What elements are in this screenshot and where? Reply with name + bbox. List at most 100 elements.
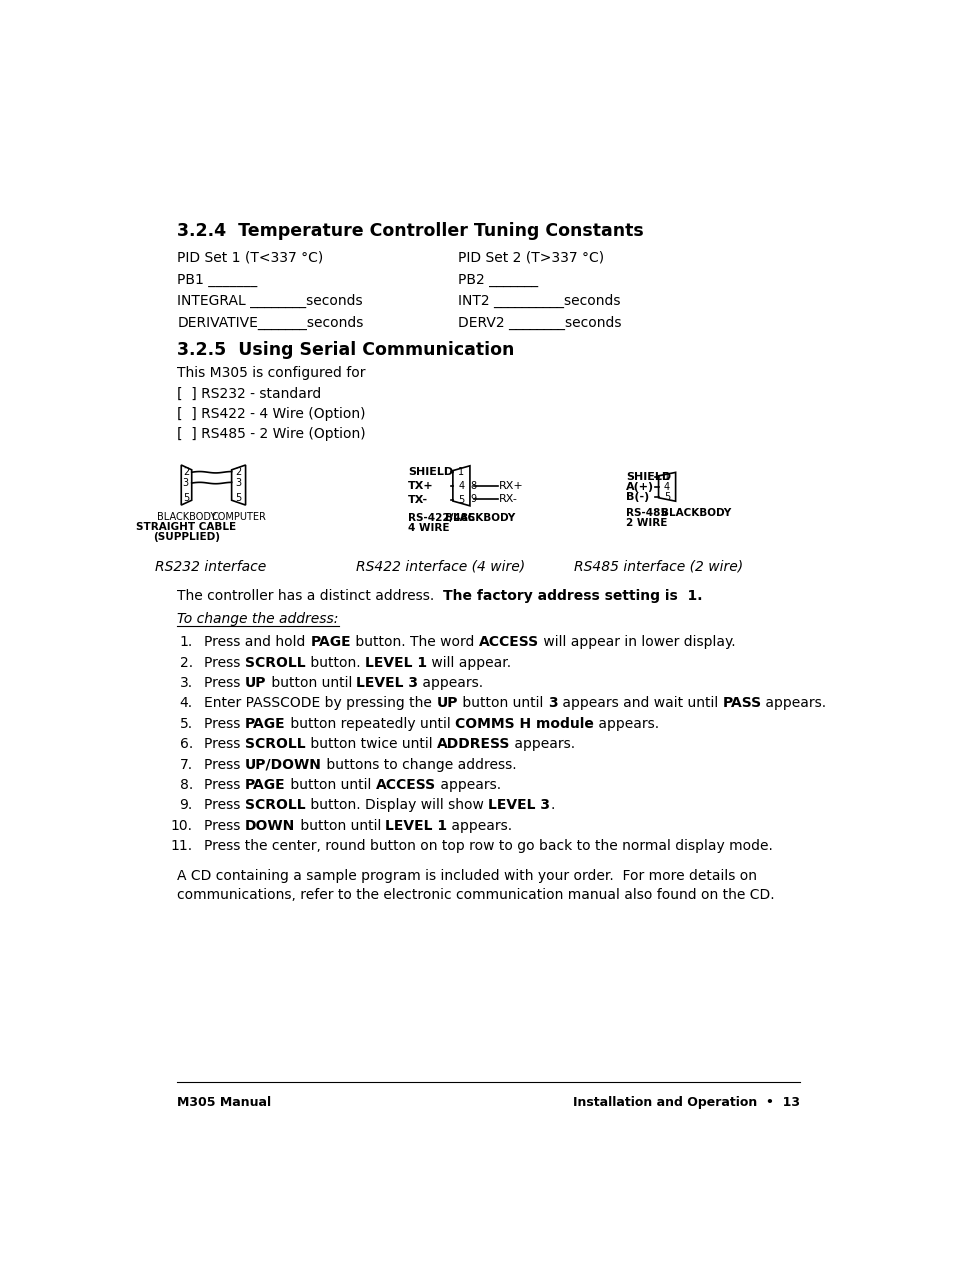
Text: SHIELD: SHIELD (408, 467, 453, 476)
Text: Press: Press (204, 716, 245, 730)
Text: RS-422/485: RS-422/485 (408, 513, 475, 523)
Text: 2: 2 (183, 467, 189, 478)
Text: Press the center, round button on top row to go back to the normal display mode.: Press the center, round button on top ro… (204, 839, 773, 853)
Text: 8.: 8. (179, 779, 193, 792)
Text: DERV2 ________seconds: DERV2 ________seconds (457, 316, 620, 330)
Text: LEVEL 3: LEVEL 3 (488, 799, 550, 813)
Text: PAGE: PAGE (310, 635, 351, 649)
Text: COMMS H module: COMMS H module (455, 716, 594, 730)
Text: PAGE: PAGE (245, 716, 286, 730)
Text: button until: button until (457, 696, 547, 710)
Text: [  ] RS232 - standard: [ ] RS232 - standard (177, 387, 321, 401)
Text: RS-485: RS-485 (625, 508, 667, 518)
Text: TX-: TX- (408, 495, 428, 504)
Text: will appear in lower display.: will appear in lower display. (538, 635, 735, 649)
Text: ADDRESS: ADDRESS (436, 737, 510, 752)
Text: appears.: appears. (447, 819, 512, 833)
Text: UP: UP (245, 676, 267, 690)
Text: UP/DOWN: UP/DOWN (245, 758, 322, 772)
Text: (SUPPLIED): (SUPPLIED) (152, 532, 220, 542)
Text: 9: 9 (470, 494, 476, 504)
Text: Press: Press (204, 737, 245, 752)
Text: appears.: appears. (436, 779, 500, 792)
Text: UP: UP (436, 696, 457, 710)
Text: 3.2.4  Temperature Controller Tuning Constants: 3.2.4 Temperature Controller Tuning Cons… (177, 222, 643, 240)
Text: ACCESS: ACCESS (478, 635, 538, 649)
Text: RX-: RX- (498, 494, 517, 504)
Text: COMPUTER: COMPUTER (211, 512, 266, 522)
Text: BLACKBODY: BLACKBODY (445, 513, 515, 523)
Text: 4 WIRE: 4 WIRE (408, 523, 449, 533)
Text: button. Display will show: button. Display will show (306, 799, 488, 813)
Text: PID Set 1 (T<337 °C): PID Set 1 (T<337 °C) (177, 251, 323, 265)
Text: Press: Press (204, 799, 245, 813)
Text: Press: Press (204, 779, 245, 792)
Text: RS422 interface (4 wire): RS422 interface (4 wire) (355, 560, 524, 574)
Text: SCROLL: SCROLL (245, 737, 306, 752)
Text: LEVEL 1: LEVEL 1 (364, 655, 427, 669)
Text: Installation and Operation  •  13: Installation and Operation • 13 (573, 1096, 800, 1109)
Text: 5: 5 (183, 493, 189, 503)
Text: button.: button. (306, 655, 364, 669)
Text: 2 WIRE: 2 WIRE (625, 518, 667, 528)
Text: buttons to change address.: buttons to change address. (322, 758, 517, 772)
Text: 6.: 6. (179, 737, 193, 752)
Text: 3.: 3. (179, 676, 193, 690)
Text: LEVEL 1: LEVEL 1 (385, 819, 447, 833)
Text: 3: 3 (547, 696, 558, 710)
Text: SCROLL: SCROLL (245, 655, 306, 669)
Text: The controller has a distinct address.: The controller has a distinct address. (177, 589, 443, 603)
Text: 7.: 7. (179, 758, 193, 772)
Text: Press: Press (204, 676, 245, 690)
Text: 4.: 4. (179, 696, 193, 710)
Text: 4: 4 (663, 481, 669, 491)
Text: TX+: TX+ (408, 481, 433, 490)
Text: 5: 5 (457, 495, 464, 504)
Text: LEVEL 3: LEVEL 3 (356, 676, 418, 690)
Text: PASS: PASS (721, 696, 760, 710)
Text: BLACKBODY: BLACKBODY (660, 508, 730, 518)
Text: [  ] RS422 - 4 Wire (Option): [ ] RS422 - 4 Wire (Option) (177, 408, 366, 422)
Text: button repeatedly until: button repeatedly until (286, 716, 455, 730)
Text: 1: 1 (457, 467, 464, 476)
Text: button twice until: button twice until (306, 737, 436, 752)
Text: 5: 5 (235, 493, 241, 503)
Text: The factory address setting is  1.: The factory address setting is 1. (443, 589, 702, 603)
Text: 9.: 9. (179, 799, 193, 813)
Text: SCROLL: SCROLL (245, 799, 306, 813)
Text: INT2 __________seconds: INT2 __________seconds (457, 295, 619, 309)
Text: SHIELD: SHIELD (625, 471, 670, 481)
Text: 11.: 11. (171, 839, 193, 853)
Text: INTEGRAL ________seconds: INTEGRAL ________seconds (177, 295, 363, 309)
Text: 1.: 1. (179, 635, 193, 649)
Text: button until: button until (267, 676, 356, 690)
Text: 4: 4 (457, 481, 464, 490)
Text: This M305 is configured for: This M305 is configured for (177, 366, 366, 380)
Text: button. The word: button. The word (351, 635, 478, 649)
Text: 8: 8 (470, 481, 476, 490)
Text: 3: 3 (183, 478, 189, 488)
Text: RS485 interface (2 wire): RS485 interface (2 wire) (574, 560, 742, 574)
Text: Press and hold: Press and hold (204, 635, 310, 649)
Text: ACCESS: ACCESS (375, 779, 436, 792)
Text: RS232 interface: RS232 interface (155, 560, 266, 574)
Text: Enter PASSCODE by pressing the: Enter PASSCODE by pressing the (204, 696, 436, 710)
Text: A(+): A(+) (625, 481, 654, 491)
Text: PB1 _______: PB1 _______ (177, 273, 257, 287)
Text: B(-): B(-) (625, 491, 649, 502)
Text: [  ] RS485 - 2 Wire (Option): [ ] RS485 - 2 Wire (Option) (177, 427, 366, 441)
Text: 1: 1 (663, 471, 669, 481)
Text: A CD containing a sample program is included with your order.  For more details : A CD containing a sample program is incl… (177, 869, 774, 903)
Text: Press: Press (204, 758, 245, 772)
Text: appears and wait until: appears and wait until (558, 696, 721, 710)
Text: Press: Press (204, 655, 245, 669)
Text: .: . (550, 799, 554, 813)
Text: 5: 5 (663, 491, 670, 502)
Text: 5.: 5. (179, 716, 193, 730)
Text: appears.: appears. (510, 737, 575, 752)
Text: appears.: appears. (418, 676, 483, 690)
Text: BLACKBODY: BLACKBODY (156, 512, 216, 522)
Text: 3: 3 (235, 478, 241, 488)
Text: 10.: 10. (171, 819, 193, 833)
Text: DOWN: DOWN (245, 819, 295, 833)
